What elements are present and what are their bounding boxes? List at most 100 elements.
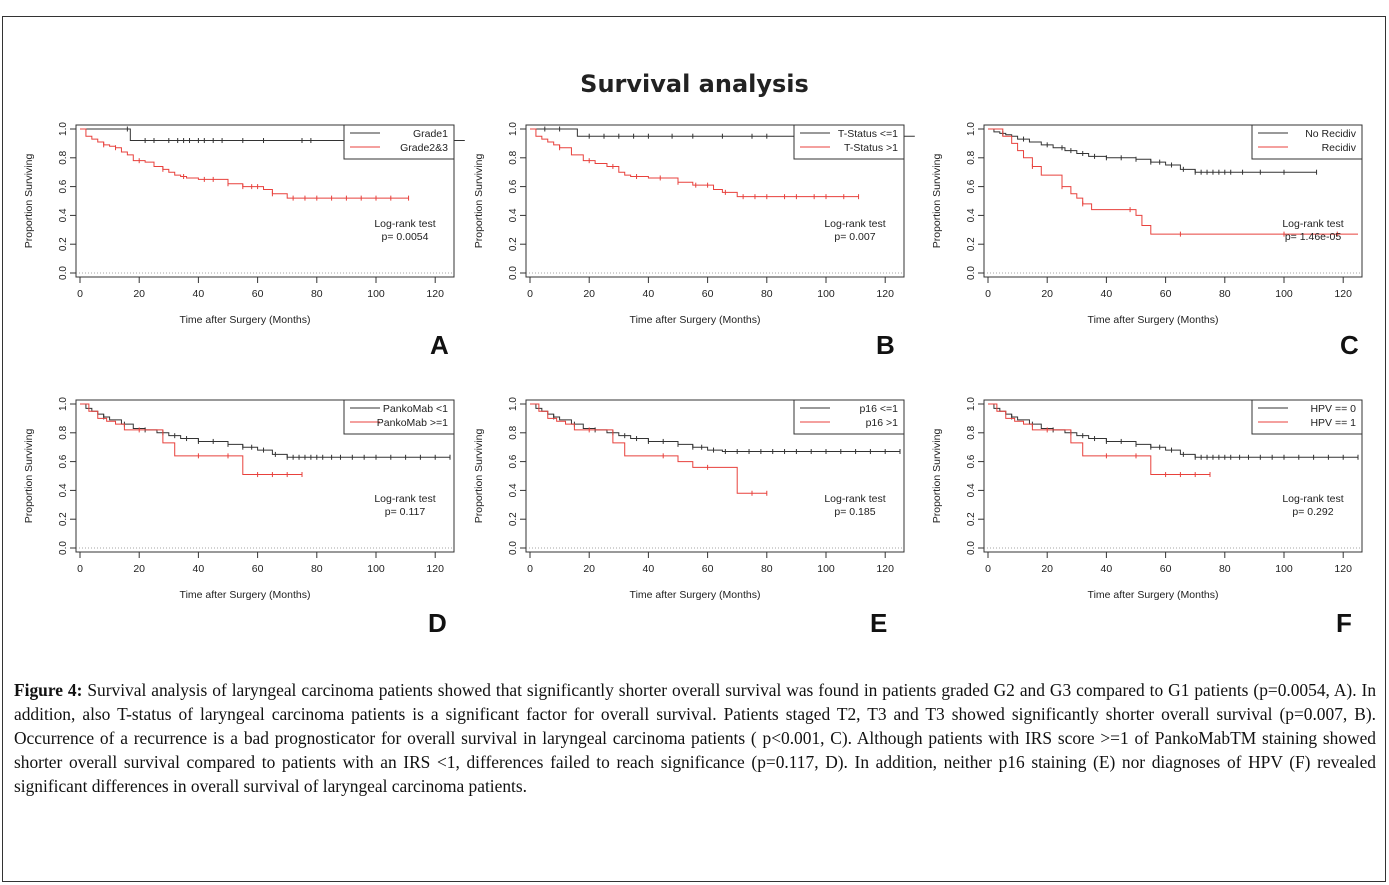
x-axis-label: Time after Surgery (Months) bbox=[630, 589, 761, 601]
figure-frame bbox=[2, 16, 1386, 882]
caption-text: Survival analysis of laryngeal carcinoma… bbox=[14, 680, 1377, 796]
y-axis-label: Proportion Surviving bbox=[23, 429, 35, 524]
y-tick-label: 0.8 bbox=[508, 150, 519, 164]
x-tick-label: 120 bbox=[426, 563, 444, 575]
chart-panel-d: 0.0 0.2 0.4 0.6 0.8 1.0 0 20 40 60 80 100 120 Time af… bbox=[18, 390, 478, 660]
legend-box bbox=[343, 399, 455, 435]
y-tick-label: 1.0 bbox=[966, 122, 977, 136]
x-tick-label: 100 bbox=[1275, 563, 1293, 575]
y-tick-label: 0.8 bbox=[58, 425, 69, 439]
panel-letter-d: D bbox=[428, 608, 447, 638]
annotation-title: Log-rank test bbox=[824, 493, 885, 505]
x-tick-label: 60 bbox=[702, 563, 714, 575]
km-plot-d: 0.0 0.2 0.4 0.6 0.8 1.0 0 20 40 60 80 100 120 Time af… bbox=[23, 397, 455, 601]
y-tick-label: 0.2 bbox=[58, 237, 69, 251]
y-tick-label: 0.8 bbox=[58, 150, 69, 164]
series-line-2 bbox=[988, 128, 1358, 235]
y-tick-label: 0.4 bbox=[966, 483, 977, 497]
x-tick-label: 120 bbox=[1334, 563, 1352, 575]
x-axis-label: Time after Surgery (Months) bbox=[180, 589, 311, 601]
x-tick-label: 80 bbox=[1219, 288, 1231, 300]
series-line-2 bbox=[988, 403, 1210, 476]
series-line-1 bbox=[80, 128, 465, 142]
x-tick-label: 0 bbox=[985, 288, 991, 300]
x-tick-label: 0 bbox=[985, 563, 991, 575]
x-tick-label: 100 bbox=[1275, 288, 1293, 300]
y-tick-label: 0.2 bbox=[966, 512, 977, 526]
plot-area bbox=[983, 399, 1363, 553]
x-tick-label: 80 bbox=[761, 288, 773, 300]
x-tick-label: 120 bbox=[876, 563, 894, 575]
plot-area bbox=[525, 399, 905, 553]
y-tick-label: 0.6 bbox=[508, 179, 519, 193]
x-tick-label: 40 bbox=[1101, 288, 1113, 300]
x-tick-label: 40 bbox=[193, 563, 205, 575]
caption-label: Figure 4: bbox=[14, 680, 83, 700]
x-tick-label: 120 bbox=[1334, 288, 1352, 300]
legend-label-1: PankoMab <1 bbox=[383, 403, 448, 415]
y-axis-label: Proportion Surviving bbox=[473, 429, 485, 524]
legend-label-1: Grade1 bbox=[413, 128, 448, 140]
y-axis-label: Proportion Surviving bbox=[23, 154, 35, 249]
km-plot-a: 0.0 0.2 0.4 0.6 0.8 1.0 0 20 40 60 80 100 120 Time af… bbox=[23, 122, 465, 326]
y-tick-label: 0.4 bbox=[58, 483, 69, 497]
panel-letter-e: E bbox=[870, 608, 888, 638]
x-tick-label: 20 bbox=[1041, 563, 1053, 575]
x-tick-label: 20 bbox=[1041, 288, 1053, 300]
annotation-title: Log-rank test bbox=[824, 218, 885, 230]
figure-caption: Figure 4: Survival analysis of laryngeal… bbox=[14, 678, 1376, 798]
y-tick-label: 0.8 bbox=[508, 425, 519, 439]
y-tick-label: 1.0 bbox=[508, 397, 519, 411]
y-tick-label: 1.0 bbox=[58, 122, 69, 136]
y-axis-label: Proportion Surviving bbox=[931, 154, 943, 249]
x-tick-label: 20 bbox=[583, 563, 595, 575]
x-tick-label: 120 bbox=[876, 288, 894, 300]
x-tick-label: 20 bbox=[133, 563, 145, 575]
annotation-pvalue: p= 0.007 bbox=[834, 231, 875, 243]
y-tick-label: 0.4 bbox=[508, 483, 519, 497]
x-tick-label: 40 bbox=[643, 563, 655, 575]
y-tick-label: 1.0 bbox=[58, 397, 69, 411]
series-line-1 bbox=[988, 128, 1317, 173]
x-tick-label: 80 bbox=[1219, 563, 1231, 575]
y-tick-label: 0.0 bbox=[966, 541, 977, 555]
x-tick-label: 40 bbox=[643, 288, 655, 300]
y-tick-label: 0.2 bbox=[508, 237, 519, 251]
y-tick-label: 0.6 bbox=[58, 454, 69, 468]
y-tick-label: 0.8 bbox=[966, 150, 977, 164]
y-tick-label: 0.4 bbox=[58, 208, 69, 222]
y-tick-label: 0.0 bbox=[508, 266, 519, 280]
x-tick-label: 0 bbox=[527, 288, 533, 300]
plot-area bbox=[525, 124, 905, 278]
x-tick-label: 80 bbox=[311, 563, 323, 575]
y-axis-label: Proportion Surviving bbox=[473, 154, 485, 249]
y-tick-label: 0.0 bbox=[58, 541, 69, 555]
series-line-2 bbox=[80, 403, 302, 476]
x-axis-label: Time after Surgery (Months) bbox=[180, 314, 311, 326]
km-plot-e: 0.0 0.2 0.4 0.6 0.8 1.0 0 20 40 60 80 100 120 Time af… bbox=[473, 397, 905, 601]
annotation-title: Log-rank test bbox=[374, 493, 435, 505]
x-tick-label: 0 bbox=[527, 563, 533, 575]
x-tick-label: 20 bbox=[583, 288, 595, 300]
y-tick-label: 0.6 bbox=[508, 454, 519, 468]
y-tick-label: 1.0 bbox=[508, 122, 519, 136]
x-tick-label: 60 bbox=[1160, 288, 1172, 300]
x-tick-label: 80 bbox=[311, 288, 323, 300]
annotation-title: Log-rank test bbox=[1282, 218, 1343, 230]
legend-label-2: HPV == 1 bbox=[1310, 417, 1356, 429]
series-line-1 bbox=[530, 128, 915, 137]
legend-label-1: T-Status <=1 bbox=[838, 128, 898, 140]
x-axis-label: Time after Surgery (Months) bbox=[630, 314, 761, 326]
annotation-pvalue: p= 0.185 bbox=[834, 506, 875, 518]
legend-box bbox=[793, 399, 905, 435]
x-axis-label: Time after Surgery (Months) bbox=[1088, 589, 1219, 601]
annotation-pvalue: p= 0.0054 bbox=[381, 231, 428, 243]
panel-letter-a: A bbox=[430, 330, 449, 360]
km-plot-b: 0.0 0.2 0.4 0.6 0.8 1.0 0 20 40 60 80 100 120 Time af… bbox=[473, 122, 915, 326]
y-tick-label: 0.0 bbox=[508, 541, 519, 555]
y-tick-label: 0.8 bbox=[966, 425, 977, 439]
figure-title: Survival analysis bbox=[580, 70, 809, 98]
legend-label-1: No Recidiv bbox=[1305, 128, 1357, 140]
y-tick-label: 0.6 bbox=[966, 179, 977, 193]
legend-box bbox=[1251, 399, 1363, 435]
